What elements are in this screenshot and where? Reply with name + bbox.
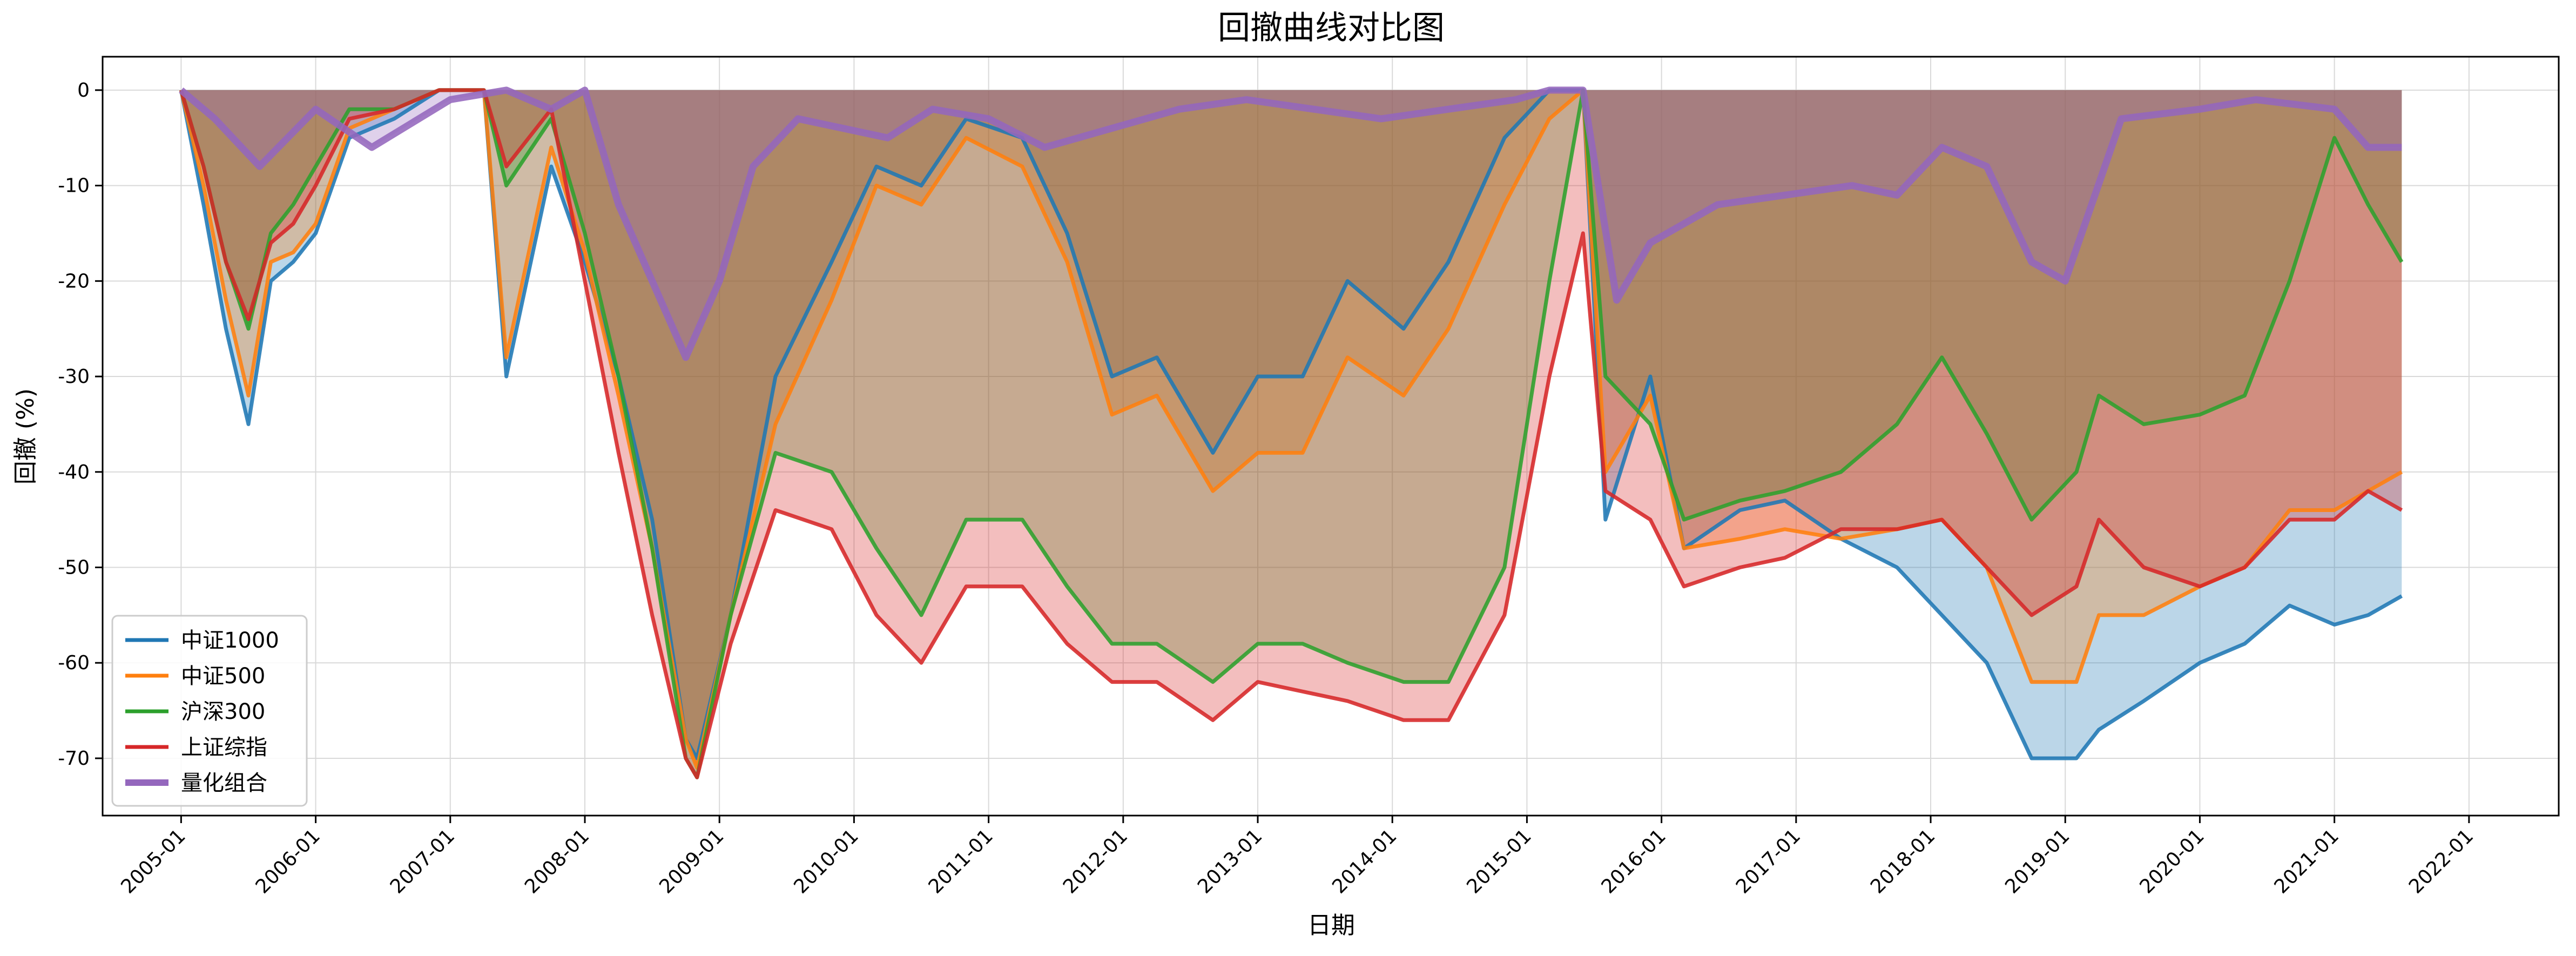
x-tick-label: 2021-01 bbox=[2270, 825, 2343, 898]
y-axis-ticks: 0 -10 -20 -30 -40 -50 -60 -70 bbox=[58, 79, 103, 770]
legend-label: 沪深300 bbox=[181, 699, 265, 724]
y-axis-title: 回撤 (%) bbox=[12, 388, 39, 484]
x-tick-label: 2009-01 bbox=[655, 825, 728, 898]
x-tick-label: 2014-01 bbox=[1328, 825, 1401, 898]
grid bbox=[103, 57, 2559, 816]
x-tick-label: 2019-01 bbox=[2001, 825, 2074, 898]
x-tick-label: 2005-01 bbox=[117, 825, 190, 898]
x-tick-label: 2010-01 bbox=[790, 825, 862, 898]
x-tick-label: 2018-01 bbox=[1866, 825, 1939, 898]
y-tick-label: -70 bbox=[58, 748, 90, 770]
area-3 bbox=[181, 90, 2402, 778]
series-line-4 bbox=[179, 86, 2402, 361]
x-tick-label: 2006-01 bbox=[252, 825, 325, 898]
y-tick-label: 0 bbox=[77, 79, 90, 102]
x-tick-label: 2008-01 bbox=[521, 825, 594, 898]
drawdown-areas bbox=[181, 90, 2402, 778]
series-line-3 bbox=[179, 88, 2403, 779]
series-lines bbox=[179, 86, 2404, 779]
x-tick-label: 2015-01 bbox=[1462, 825, 1535, 898]
x-tick-label: 2017-01 bbox=[1732, 825, 1805, 898]
area-2 bbox=[181, 90, 2402, 778]
x-tick-label: 2022-01 bbox=[2405, 825, 2478, 898]
y-tick-label: -40 bbox=[58, 461, 90, 483]
legend-box bbox=[111, 615, 308, 807]
legend-label: 中证500 bbox=[181, 664, 265, 689]
x-tick-label: 2012-01 bbox=[1059, 825, 1132, 898]
area-1 bbox=[181, 90, 2402, 768]
area-4 bbox=[181, 90, 2402, 358]
chart-title: 回撤曲线对比图 bbox=[1218, 9, 1445, 47]
x-tick-label: 2013-01 bbox=[1193, 825, 1266, 898]
legend-label: 上证综指 bbox=[181, 735, 267, 760]
x-axis-title: 日期 bbox=[1307, 912, 1355, 939]
legend-label: 量化组合 bbox=[181, 771, 267, 796]
y-tick-label: -30 bbox=[58, 366, 90, 388]
y-tick-label: -50 bbox=[58, 557, 90, 579]
area-0 bbox=[181, 90, 2402, 758]
x-tick-label: 2020-01 bbox=[2135, 825, 2208, 898]
plot-frame bbox=[102, 56, 2560, 817]
legend-label: 中证1000 bbox=[181, 628, 279, 653]
x-tick-label: 2011-01 bbox=[925, 825, 997, 898]
y-tick-label: -60 bbox=[58, 652, 90, 674]
x-tick-label: 2007-01 bbox=[386, 825, 459, 898]
y-tick-label: -20 bbox=[58, 270, 90, 292]
x-axis-ticks: 2005-01 2006-01 2007-01 2008-01 2009-01 2010-… bbox=[117, 816, 2478, 898]
y-tick-label: -10 bbox=[58, 175, 90, 197]
x-tick-label: 2016-01 bbox=[1597, 825, 1670, 898]
